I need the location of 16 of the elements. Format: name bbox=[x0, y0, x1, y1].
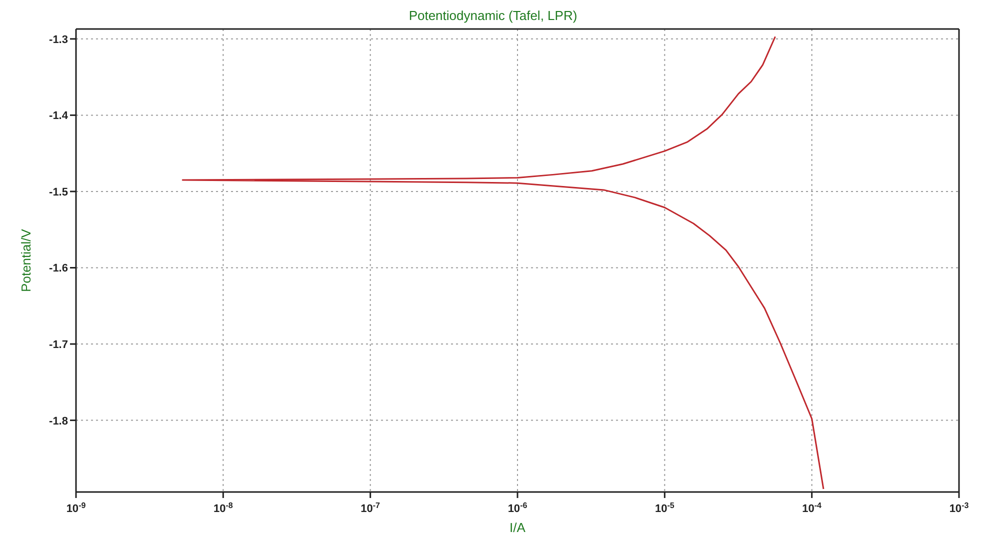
chart-title: Potentiodynamic (Tafel, LPR) bbox=[408, 8, 578, 23]
y-tick-label: -1.8 bbox=[49, 415, 68, 428]
x-tick-label: 10$^{-8}$ bbox=[213, 500, 234, 515]
x-tick-label: 10$^{-5}$ bbox=[654, 500, 675, 515]
y-tick-label: -1.7 bbox=[49, 339, 68, 352]
x-tick-label: 10$^{-4}$ bbox=[802, 500, 822, 515]
x-tick-label: 10$^{-6}$ bbox=[508, 500, 528, 515]
x-axis-title: I/A bbox=[510, 520, 526, 535]
y-axis-title: Potential/V bbox=[18, 228, 34, 292]
y-tick-label: -1.4 bbox=[49, 110, 69, 122]
y-tick-label: -1.6 bbox=[49, 262, 68, 275]
y-tick-label: -1.3 bbox=[49, 34, 68, 46]
x-tick-label: 10$^{-9}$ bbox=[66, 500, 86, 515]
x-tick-label: 10$^{-7}$ bbox=[360, 500, 381, 515]
y-tick-label: -1.5 bbox=[49, 186, 68, 198]
x-tick-label: 10$^{-3}$ bbox=[949, 500, 970, 515]
